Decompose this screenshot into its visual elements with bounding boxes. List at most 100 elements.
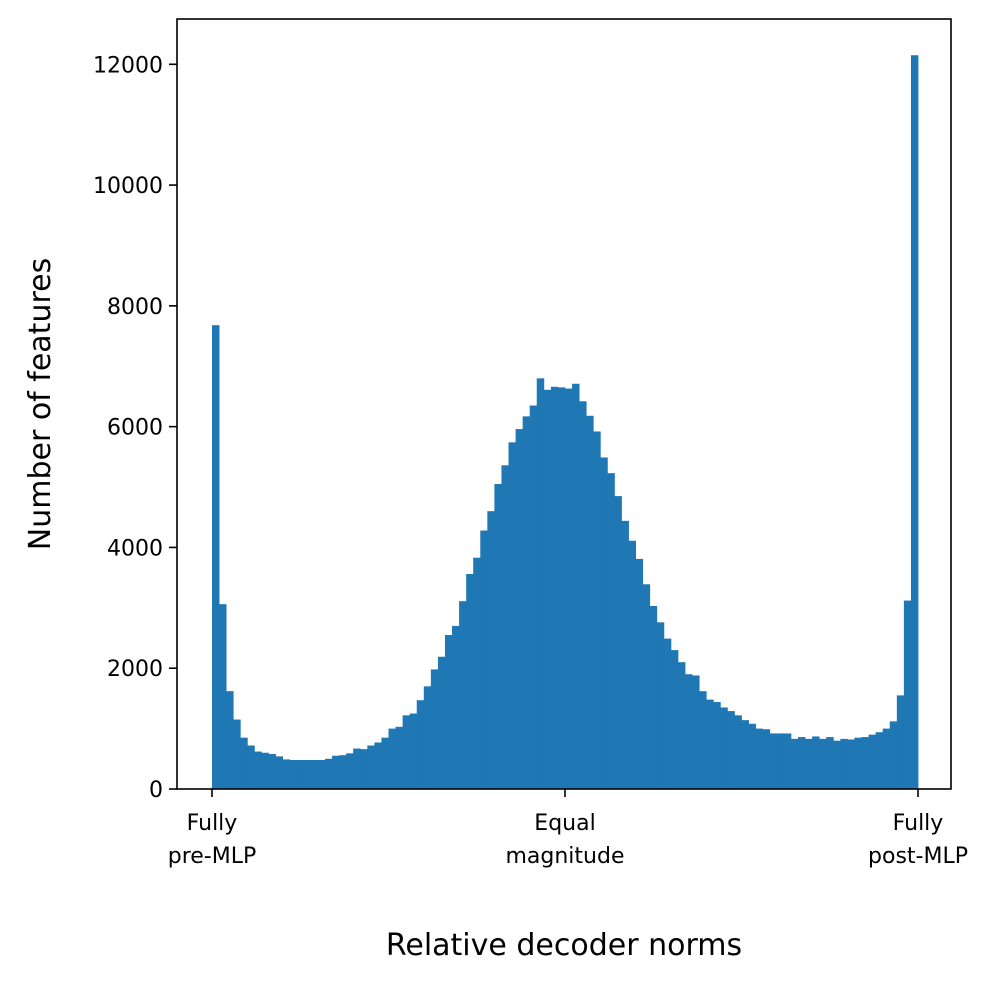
- x-tick-label-line2: magnitude: [505, 844, 624, 869]
- x-axis-ticks: Fully pre-MLP Equal magnitude Fully post-MLP: [168, 789, 968, 869]
- x-tick-label-line1: Fully: [893, 811, 944, 836]
- histogram-bar: [459, 601, 467, 789]
- histogram-bar: [310, 760, 319, 789]
- histogram-bar: [692, 675, 700, 789]
- histogram-bar: [790, 738, 799, 789]
- histogram-bar: [437, 656, 446, 789]
- y-axis-ticks: 0 2000 4000 6000 8000 10000 12000: [93, 53, 177, 803]
- histogram-bar: [360, 749, 368, 789]
- histogram-bar: [395, 726, 404, 789]
- histogram-bar: [296, 760, 305, 789]
- histogram-bar: [812, 736, 820, 789]
- histogram-bar: [303, 760, 312, 789]
- histogram-bar: [480, 530, 488, 789]
- histogram-bar: [579, 401, 587, 789]
- histogram-bar: [423, 686, 432, 789]
- histogram-bar: [642, 584, 651, 789]
- histogram-bar: [268, 753, 276, 789]
- histogram-bar: [797, 737, 806, 789]
- histogram-bars: [212, 55, 919, 790]
- histogram-bar: [868, 734, 877, 789]
- x-tick-label-line2: post-MLP: [868, 844, 968, 869]
- histogram-bar: [565, 388, 573, 789]
- histogram-bar: [783, 733, 792, 789]
- y-tick-label: 10000: [93, 174, 163, 199]
- histogram-bar: [261, 752, 269, 789]
- histogram-bar: [875, 732, 884, 789]
- histogram-bar: [819, 738, 827, 789]
- histogram-bar: [910, 55, 919, 790]
- histogram-bar: [805, 738, 813, 789]
- histogram-bar: [699, 691, 707, 789]
- histogram-bar: [628, 540, 636, 789]
- histogram-bar: [614, 496, 622, 789]
- histogram-bar: [826, 737, 834, 789]
- histogram-bar: [353, 748, 361, 789]
- y-tick-label: 6000: [107, 416, 163, 441]
- histogram-bar: [317, 760, 326, 789]
- x-tick-label-line2: pre-MLP: [168, 844, 257, 869]
- histogram-bar: [572, 383, 580, 789]
- histogram-bar: [713, 702, 721, 789]
- histogram-bar: [882, 728, 891, 789]
- histogram-bar: [593, 431, 601, 789]
- histogram-bar: [854, 737, 862, 789]
- histogram-bar: [755, 728, 764, 789]
- histogram-bar: [247, 745, 255, 789]
- histogram-bar: [840, 738, 848, 789]
- histogram-bar: [762, 729, 771, 789]
- histogram-bar: [741, 720, 749, 789]
- histogram-bar: [685, 674, 693, 789]
- histogram-bar: [515, 429, 524, 789]
- histogram-bar: [374, 742, 382, 789]
- histogram-bar: [550, 386, 559, 789]
- histogram-bar: [416, 700, 425, 789]
- histogram-bar: [557, 387, 566, 789]
- y-tick-label: 4000: [107, 536, 163, 561]
- histogram-bar: [508, 442, 516, 789]
- y-tick-label: 8000: [107, 295, 163, 320]
- histogram-bar: [677, 662, 686, 789]
- histogram-bar: [473, 557, 481, 789]
- x-axis-title: Relative decoder norms: [386, 928, 742, 963]
- histogram-bar: [663, 638, 672, 789]
- histogram-bar: [367, 745, 375, 789]
- histogram-bar: [501, 465, 509, 789]
- histogram-bar: [381, 737, 389, 789]
- x-tick-label-line1: Fully: [187, 811, 238, 836]
- histogram-bar: [324, 758, 333, 789]
- histogram-bar: [600, 457, 608, 789]
- histogram-bar: [487, 511, 495, 789]
- histogram-bar: [727, 711, 735, 789]
- histogram-bar: [275, 756, 283, 789]
- histogram-bar: [861, 737, 869, 789]
- histogram-bar: [254, 751, 262, 789]
- histogram-bar: [621, 520, 629, 789]
- histogram-bar: [748, 723, 757, 789]
- histogram-bar: [543, 389, 552, 789]
- histogram-bar: [635, 558, 644, 789]
- histogram-bar: [219, 604, 227, 789]
- histogram-bar: [734, 715, 742, 789]
- histogram-bar: [346, 753, 354, 789]
- histogram-bar: [903, 600, 912, 789]
- histogram-bar: [494, 484, 502, 789]
- histogram-bar: [339, 755, 347, 789]
- histogram-bar: [332, 755, 340, 789]
- plot-area-frame: [176, 18, 952, 790]
- histogram-bar: [282, 759, 291, 789]
- histogram-bar: [289, 760, 298, 789]
- histogram-bar: [444, 635, 453, 789]
- histogram-bar: [607, 473, 615, 789]
- histogram-bar: [896, 695, 905, 789]
- histogram-bar: [769, 733, 778, 789]
- histogram-bar: [388, 728, 396, 789]
- histogram-bar: [452, 625, 460, 789]
- histogram-bar: [889, 721, 898, 789]
- histogram-bar: [233, 719, 241, 789]
- histogram-bar: [226, 691, 234, 789]
- histogram-bar: [833, 740, 841, 789]
- x-tick-label-line1: Equal: [534, 811, 595, 836]
- y-tick-label: 12000: [93, 53, 163, 78]
